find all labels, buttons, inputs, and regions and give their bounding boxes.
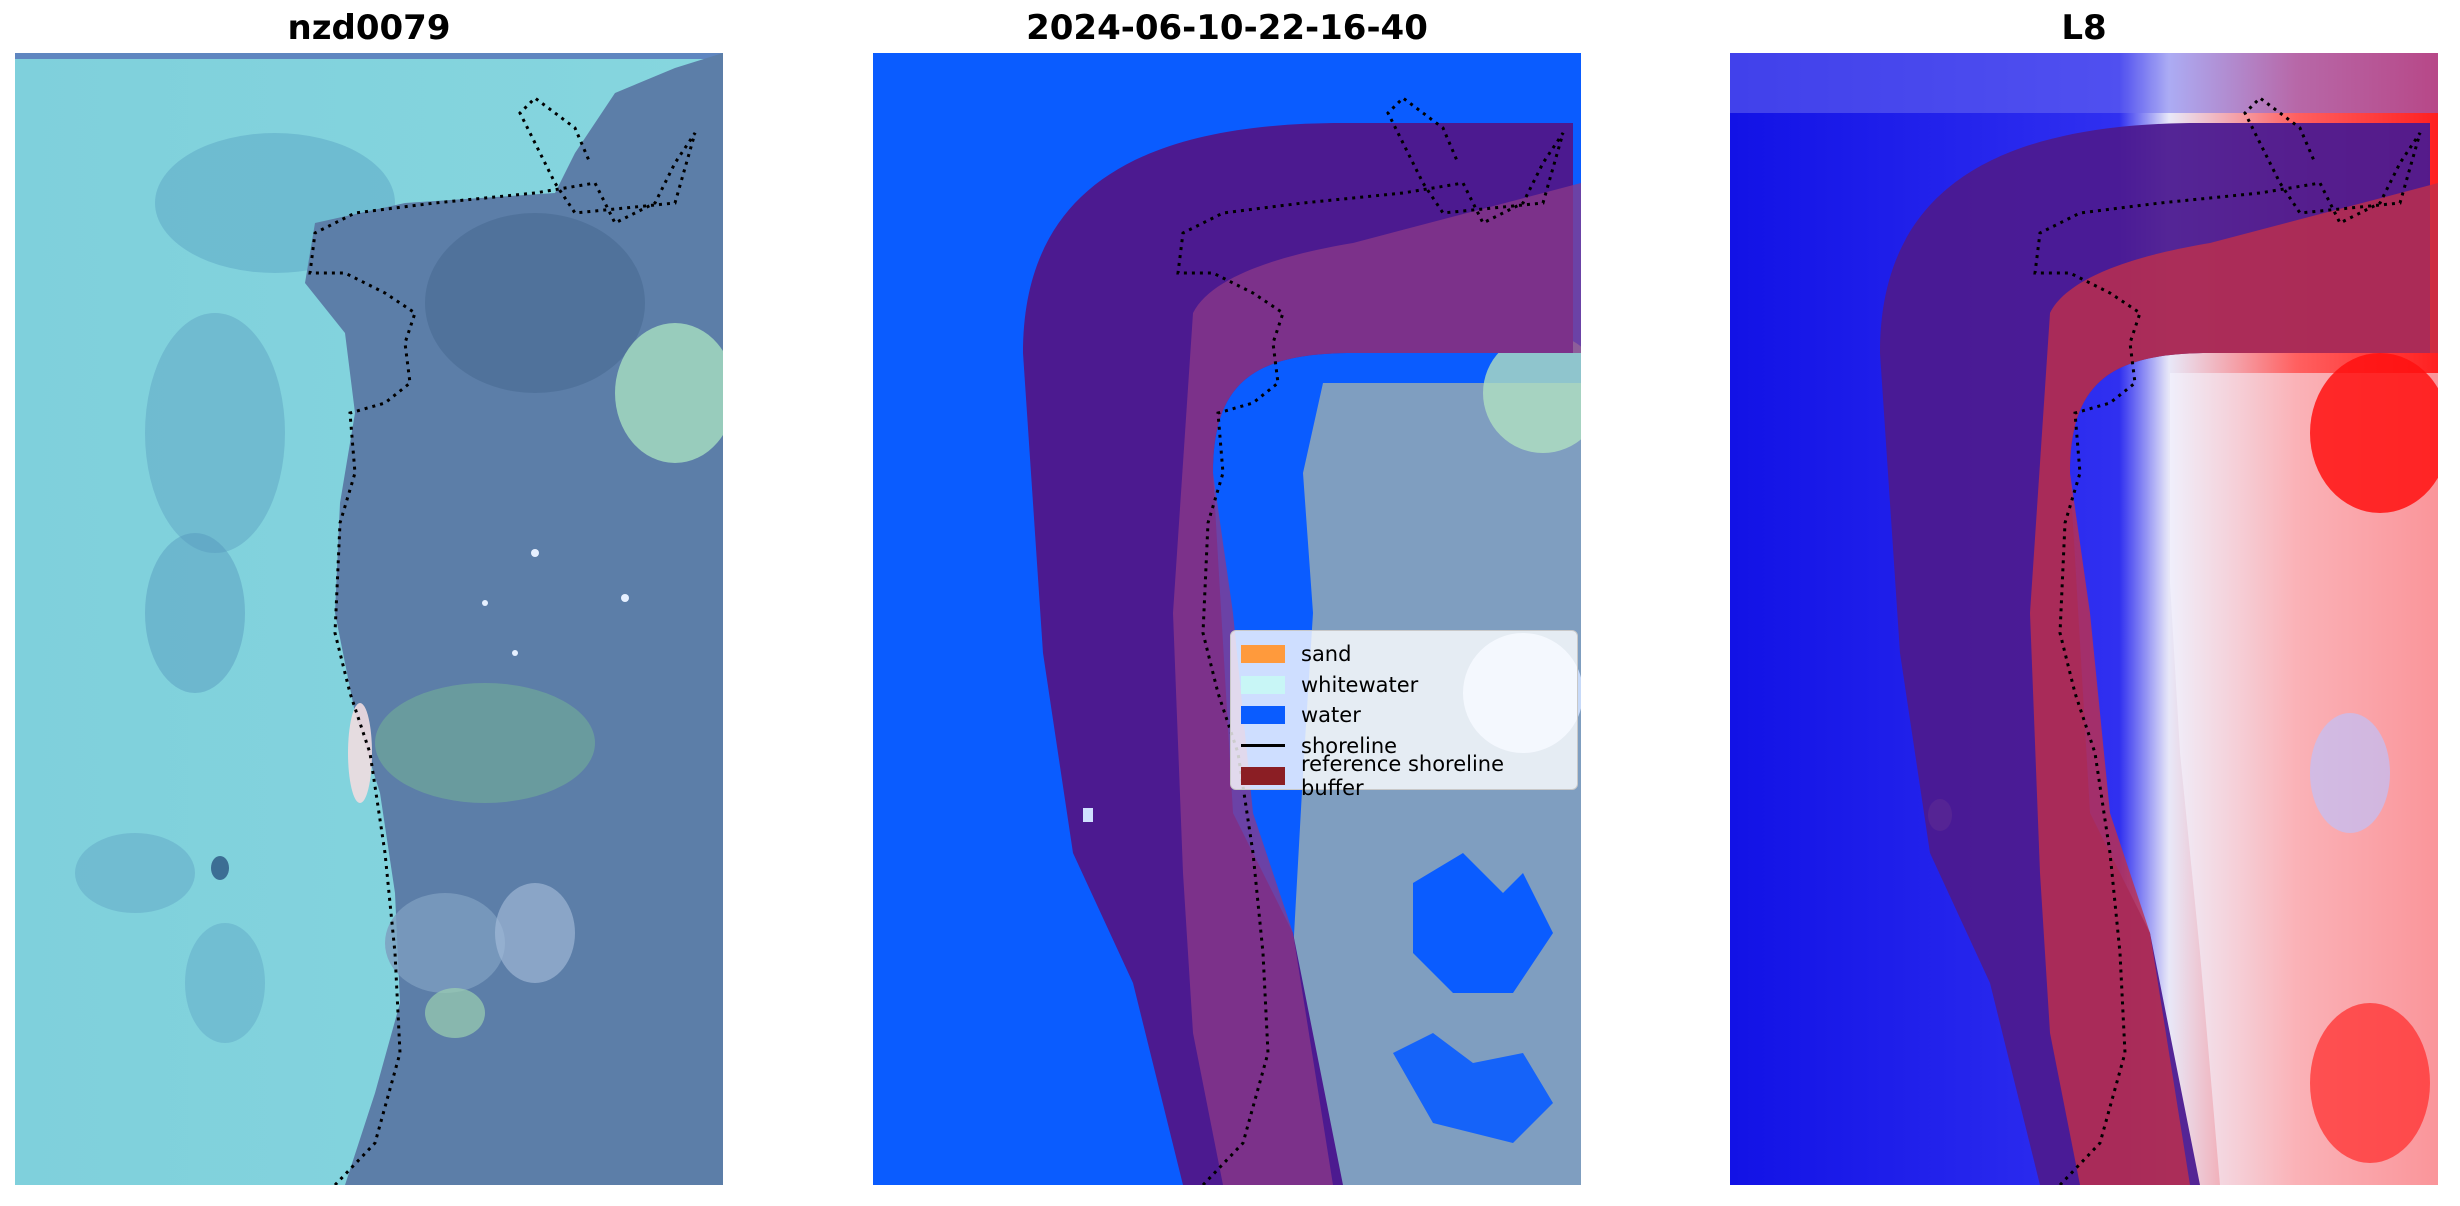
water-swatch-icon <box>1241 706 1285 725</box>
legend-item-buffer: reference shoreline buffer <box>1241 752 1567 800</box>
legend-item-sand: sand <box>1241 639 1567 670</box>
legend-item-shoreline: shoreline <box>1241 731 1567 762</box>
rgb-image-panel <box>15 53 723 1185</box>
classification-image <box>873 53 1581 1185</box>
legend-label: whitewater <box>1301 672 1419 697</box>
panel-title-index: L8 <box>2061 8 2107 48</box>
buffer-swatch-icon <box>1241 767 1285 786</box>
legend-label: water <box>1301 703 1361 728</box>
index-image <box>1730 53 2438 1185</box>
legend-label: shoreline <box>1301 733 1398 758</box>
rgb-image <box>15 53 723 1185</box>
classification-panel <box>873 53 1581 1185</box>
legend: sand whitewater water shoreline referenc… <box>1230 630 1578 800</box>
legend-item-whitewater: whitewater <box>1241 670 1567 701</box>
legend-label: sand <box>1301 642 1352 667</box>
panel-title-rgb: nzd0079 <box>287 8 451 48</box>
legend-label: reference shoreline buffer <box>1301 752 1505 801</box>
legend-item-water: water <box>1241 700 1567 731</box>
whitewater-swatch-icon <box>1241 675 1285 694</box>
panel-title-classification: 2024-06-10-22-16-40 <box>1026 8 1428 48</box>
index-panel <box>1730 53 2438 1185</box>
shoreline-line-icon <box>1241 744 1285 748</box>
sand-swatch-icon <box>1241 645 1285 664</box>
